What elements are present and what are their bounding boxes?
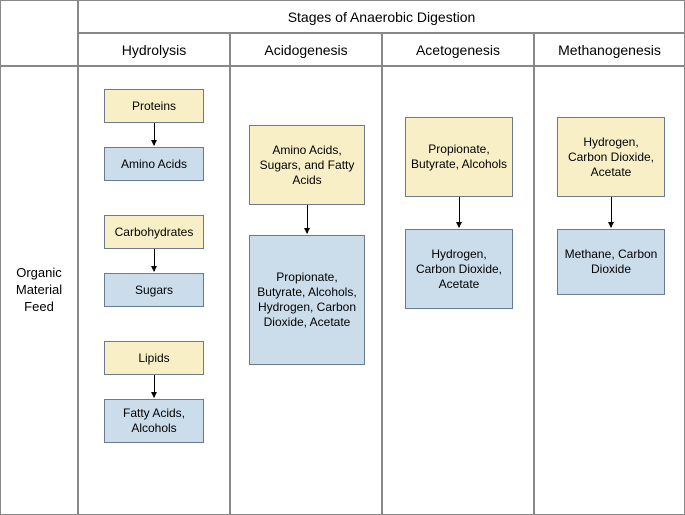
corner-cell	[0, 0, 78, 66]
box-carbohydrates: Carbohydrates	[104, 215, 204, 249]
stage-acetogenesis: Propionate, Butyrate, Alcohols Hydrogen,…	[382, 66, 534, 515]
arrow-icon	[154, 375, 155, 397]
box-aceto-input: Propionate, Butyrate, Alcohols	[405, 117, 513, 197]
arrow-icon	[307, 205, 308, 233]
arrow-icon	[459, 197, 460, 227]
box-methano-output: Methane, Carbon Dioxide	[557, 229, 665, 295]
diagram-container: Stages of Anaerobic Digestion Hydrolysis…	[0, 0, 685, 515]
grid: Stages of Anaerobic Digestion Hydrolysis…	[0, 0, 685, 515]
col-header-acetogenesis: Acetogenesis	[382, 33, 534, 66]
col-header-methanogenesis: Methanogenesis	[534, 33, 685, 66]
box-amino-acids: Amino Acids	[104, 147, 204, 181]
col-header-acidogenesis: Acidogenesis	[230, 33, 382, 66]
main-title: Stages of Anaerobic Digestion	[78, 0, 685, 33]
arrow-icon	[611, 197, 612, 227]
stage-methanogenesis: Hydrogen, Carbon Dioxide, Acetate Methan…	[534, 66, 685, 515]
arrow-icon	[154, 123, 155, 145]
box-acido-output: Propionate, Butyrate, Alcohols, Hydrogen…	[249, 235, 365, 365]
box-sugars: Sugars	[104, 273, 204, 307]
box-acido-input: Amino Acids, Sugars, and Fatty Acids	[249, 125, 365, 205]
stage-hydrolysis: Proteins Amino Acids Carbohydrates Sugar…	[78, 66, 230, 515]
box-lipids: Lipids	[104, 341, 204, 375]
box-aceto-output: Hydrogen, Carbon Dioxide, Acetate	[405, 229, 513, 309]
row-label: Organic Material Feed	[0, 66, 78, 515]
box-fatty-acids: Fatty Acids, Alcohols	[104, 399, 204, 443]
stage-acidogenesis: Amino Acids, Sugars, and Fatty Acids Pro…	[230, 66, 382, 515]
arrow-icon	[154, 249, 155, 271]
box-methano-input: Hydrogen, Carbon Dioxide, Acetate	[557, 117, 665, 197]
col-header-hydrolysis: Hydrolysis	[78, 33, 230, 66]
box-proteins: Proteins	[104, 89, 204, 123]
